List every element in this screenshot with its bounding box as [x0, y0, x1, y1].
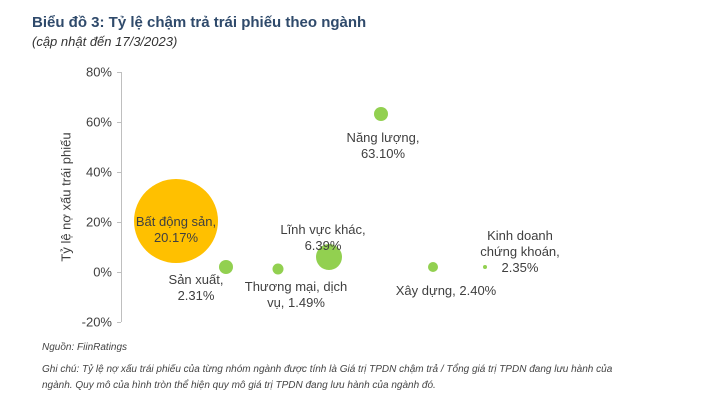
label-bat-dong-san: Bất động sản, 20.17%: [136, 214, 216, 246]
bubble-linh-vuc-khac: [316, 244, 342, 270]
label-line: 2.31%: [177, 288, 215, 303]
source-note: Nguồn: FiinRatings: [42, 342, 128, 353]
label-line: vụ, 1.49%: [267, 295, 325, 310]
y-tick-label: 80%: [85, 64, 112, 80]
label-line: Thương mại, dịch: [244, 279, 348, 294]
y-tick: [117, 122, 121, 123]
label-xay-dung: Xây dựng, 2.40%: [396, 283, 497, 299]
label-line: Sản xuất,: [168, 272, 224, 287]
label-line: 63.10%: [360, 146, 406, 161]
y-tick-label: 20%: [85, 214, 112, 230]
bubble-kinh-doanh-ck: [483, 265, 487, 269]
y-axis-line: [121, 72, 122, 322]
label-line: Lĩnh vực khác,: [280, 222, 366, 237]
footnote: Ghi chú: Tỷ lệ nợ xấu trái phiếu của từn…: [42, 364, 613, 391]
y-tick-label: 40%: [85, 164, 112, 180]
y-axis-label: Tỷ lệ nợ xấu trái phiếu: [58, 132, 74, 262]
label-line: 2.35%: [501, 260, 539, 275]
label-line: Kinh doanh: [487, 228, 553, 243]
label-san-xuat: Sản xuất, 2.31%: [169, 272, 224, 304]
y-tick: [117, 322, 121, 323]
label-nang-luong: Năng lượng, 63.10%: [347, 130, 420, 162]
y-tick-label: 0%: [93, 264, 112, 280]
label-line: 20.17%: [153, 230, 199, 245]
y-tick-label: 60%: [85, 114, 112, 130]
label-line: Bất động sản,: [135, 214, 217, 229]
label-kinh-doanh-ck: Kinh doanh chứng khoán, 2.35%: [480, 228, 560, 276]
bubble-san-xuat: [219, 260, 233, 274]
y-tick: [117, 272, 121, 273]
y-tick: [117, 222, 121, 223]
label-linh-vuc-khac: Lĩnh vực khác, 6.39%: [280, 222, 365, 254]
chart-subtitle: (cập nhật đến 17/3/2023): [32, 34, 178, 49]
y-tick-label: -20%: [81, 314, 112, 330]
label-line: Xây dựng, 2.40%: [395, 283, 497, 298]
bubble-xay-dung: [428, 262, 438, 272]
bubble-nang-luong: [374, 107, 388, 121]
label-thuong-mai: Thương mại, dịch vụ, 1.49%: [245, 279, 348, 311]
bubble-bat-dong-san: [134, 179, 218, 263]
bubble-thuong-mai: [272, 263, 284, 275]
label-line: chứng khoán,: [480, 244, 560, 259]
label-line: Năng lượng,: [346, 130, 420, 145]
y-tick: [117, 172, 121, 173]
label-line: 6.39%: [304, 238, 342, 253]
chart-title: Biểu đồ 3: Tỷ lệ chậm trả trái phiếu the…: [32, 14, 367, 31]
y-tick: [117, 72, 121, 73]
